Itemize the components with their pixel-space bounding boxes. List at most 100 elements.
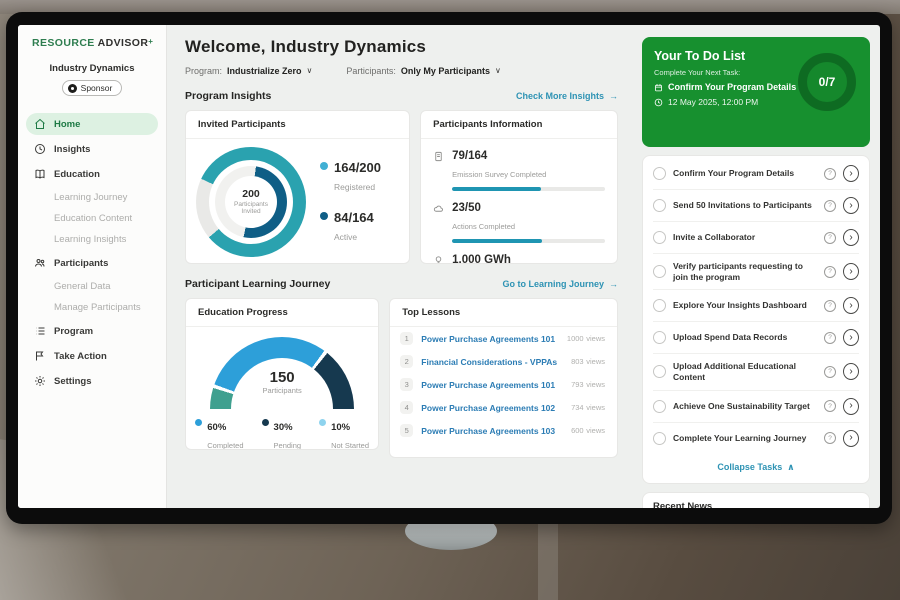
program-label: Program: [185, 66, 223, 76]
stat-actions: 23/50 Actions Completed [421, 191, 617, 234]
tasks-card: Confirm Your Program Details ? › Send 50… [642, 155, 870, 484]
lesson-link[interactable]: Power Purchase Agreements 101 [421, 333, 556, 344]
chevron-right-icon[interactable]: › [843, 397, 859, 415]
help-icon[interactable]: ? [824, 167, 836, 180]
todo-next-due-label: 12 May 2025, 12:00 PM [668, 97, 759, 107]
task-label: Upload Spend Data Records [673, 332, 788, 343]
help-icon[interactable]: ? [824, 331, 836, 344]
chevron-right-icon[interactable]: › [843, 263, 859, 281]
sidebar-item-program[interactable]: Program [26, 320, 158, 342]
education-gauge-chart: 150 Participants [210, 337, 355, 409]
task-checkbox[interactable] [653, 167, 666, 180]
task-row-upload-spend-data[interactable]: Upload Spend Data Records ? › [653, 321, 859, 353]
sponsor-label: Sponsor [80, 83, 113, 93]
task-row-upload-educational-content[interactable]: Upload Additional Educational Content ? … [653, 353, 859, 389]
sidebar-item-manage-participants[interactable]: Manage Participants [26, 298, 158, 317]
legend-label: Completed [207, 441, 244, 450]
lesson-link[interactable]: Power Purchase Agreements 101 [421, 379, 556, 390]
task-checkbox[interactable] [653, 331, 666, 345]
sidebar-item-insights[interactable]: Insights [26, 138, 158, 160]
task-checkbox[interactable] [653, 265, 666, 279]
help-icon[interactable]: ? [824, 400, 836, 412]
lesson-link[interactable]: Financial Considerations - VPPAs [421, 356, 558, 367]
people-icon [34, 257, 46, 269]
sidebar-item-label: Manage Participants [54, 302, 141, 313]
help-icon[interactable]: ? [824, 265, 836, 278]
sidebar-item-education-content[interactable]: Education Content [26, 209, 158, 228]
help-icon[interactable]: ? [824, 231, 836, 244]
legend-dot [319, 419, 327, 426]
education-progress-card: Education Progress 150 Participants [185, 298, 380, 450]
sidebar-item-label: Participants [54, 257, 109, 269]
sidebar-item-settings[interactable]: Settings [26, 370, 158, 392]
views-word: views [586, 380, 605, 389]
task-row-complete-learning-journey[interactable]: Complete Your Learning Journey ? › [653, 421, 859, 454]
task-row-explore-insights[interactable]: Explore Your Insights Dashboard ? › [653, 289, 859, 321]
help-icon[interactable]: ? [824, 299, 836, 312]
sidebar-item-education[interactable]: Education [26, 163, 158, 185]
legend-dot [320, 162, 328, 170]
participants-select[interactable]: Participants: Only My Participants ∨ [346, 66, 500, 76]
task-checkbox[interactable] [653, 365, 666, 379]
sidebar-item-label: Take Action [54, 350, 107, 362]
chevron-right-icon[interactable]: › [843, 229, 859, 246]
sidebar-item-label: Learning Insights [54, 234, 127, 245]
stat-label: Actions Completed [452, 222, 516, 231]
task-row-verify-participants[interactable]: Verify participants requesting to join t… [653, 253, 859, 289]
lesson-rank: 4 [400, 401, 414, 414]
sidebar-item-general-data[interactable]: General Data [26, 277, 158, 296]
task-row-confirm-program[interactable]: Confirm Your Program Details ? › [653, 158, 859, 189]
task-checkbox[interactable] [653, 199, 666, 212]
views-word: views [586, 426, 605, 435]
help-icon[interactable]: ? [824, 199, 836, 212]
chevron-right-icon[interactable]: › [843, 197, 859, 214]
bulb-icon [433, 253, 444, 263]
logo-plus: + [148, 37, 154, 46]
sidebar-item-learning-journey[interactable]: Learning Journey [26, 188, 158, 207]
sidebar-item-take-action[interactable]: Take Action [26, 345, 158, 367]
sidebar-item-label: Home [54, 118, 81, 130]
sponsor-badge: Sponsor [61, 80, 123, 96]
task-checkbox[interactable] [653, 399, 666, 413]
page-title: Welcome, Industry Dynamics [185, 37, 427, 56]
participants-information-card: Participants Information 79/164 Emission… [420, 110, 618, 264]
todo-subtitle: Complete Your Next Task: [654, 68, 741, 77]
views-word: views [586, 334, 605, 343]
monitor-bezel: RESOURCE ADVISOR+ Industry Dynamics Spon… [6, 12, 892, 524]
task-label: Achieve One Sustainability Target [673, 400, 810, 411]
legend-pct: 10% [331, 422, 351, 433]
progress-fill [452, 187, 541, 191]
program-insights-header: Program Insights Check More Insights → [185, 90, 618, 102]
card-title: Top Lessons [390, 299, 617, 327]
task-checkbox[interactable] [653, 431, 666, 445]
program-select[interactable]: Program: Industrialize Zero ∨ [185, 66, 312, 76]
stat-value: 79/164 [452, 150, 488, 162]
chevron-right-icon[interactable]: › [843, 165, 859, 182]
sidebar-item-learning-insights[interactable]: Learning Insights [26, 230, 158, 249]
chevron-right-icon[interactable]: › [843, 363, 859, 381]
gauge-legend: 60% Completed 30% Pending 10% Not Starte… [195, 417, 369, 450]
task-checkbox[interactable] [653, 299, 666, 313]
task-row-send-invitations[interactable]: Send 50 Invitations to Participants ? › [653, 189, 859, 221]
main-content: Welcome, Industry Dynamics Program: Indu… [167, 25, 632, 508]
go-to-learning-journey-link[interactable]: Go to Learning Journey → [502, 279, 618, 289]
lesson-views: 600 [571, 426, 584, 435]
task-checkbox[interactable] [653, 231, 666, 244]
sidebar-item-home[interactable]: Home [26, 113, 158, 135]
sidebar-item-participants[interactable]: Participants [26, 252, 158, 274]
legend-label: Not Started [331, 441, 369, 450]
chevron-down-icon: ∨ [306, 66, 313, 75]
task-row-achieve-sustainability-target[interactable]: Achieve One Sustainability Target ? › [653, 389, 859, 422]
lesson-link[interactable]: Power Purchase Agreements 103 [421, 425, 556, 436]
collapse-tasks-link[interactable]: Collapse Tasks ∧ [653, 454, 859, 481]
lesson-link[interactable]: Power Purchase Agreements 102 [421, 402, 556, 413]
todo-progress-value: 0/7 [818, 75, 836, 89]
chevron-right-icon[interactable]: › [843, 429, 859, 447]
task-row-invite-collaborator[interactable]: Invite a Collaborator ? › [653, 221, 859, 253]
help-icon[interactable]: ? [824, 432, 836, 444]
donut-center-label: Participants [234, 200, 268, 208]
chevron-right-icon[interactable]: › [843, 297, 859, 315]
check-more-insights-link[interactable]: Check More Insights → [516, 91, 618, 101]
help-icon[interactable]: ? [824, 365, 836, 378]
chevron-right-icon[interactable]: › [843, 329, 859, 347]
